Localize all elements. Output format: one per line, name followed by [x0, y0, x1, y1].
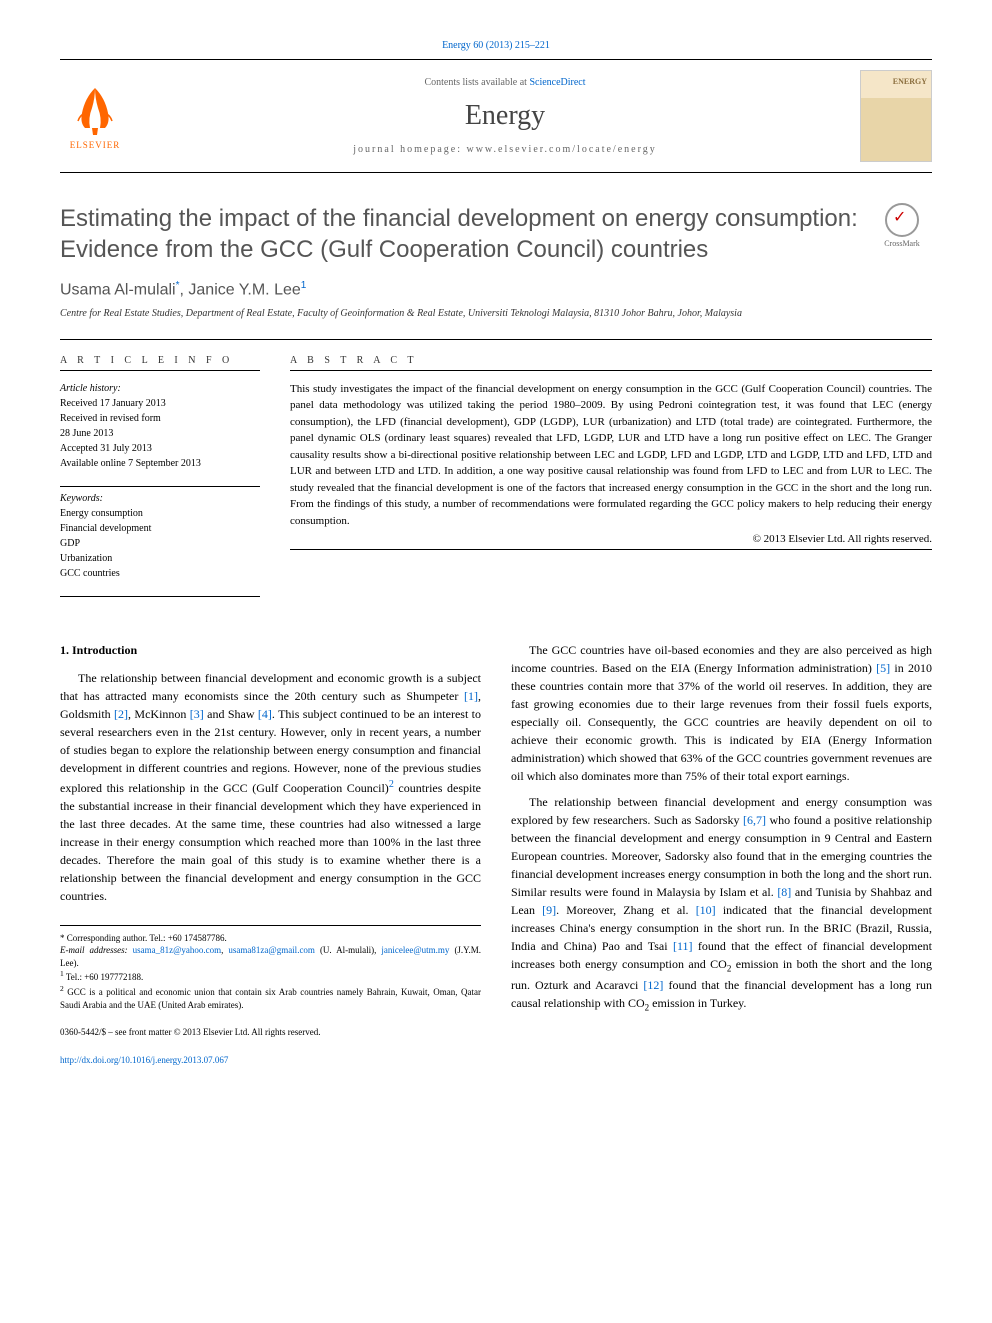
masthead: ELSEVIER Contents lists available at Sci…: [60, 59, 932, 173]
ref-3-link[interactable]: [3]: [190, 707, 204, 721]
revised-date: 28 June 2013: [60, 426, 260, 441]
footnote-2: 2 GCC is a political and economic union …: [60, 984, 481, 1011]
article-info-heading: A R T I C L E I N F O: [60, 355, 260, 371]
publisher-logo[interactable]: ELSEVIER: [60, 76, 130, 156]
ref-10-link[interactable]: [10]: [696, 903, 716, 917]
corr-mark[interactable]: *: [176, 280, 180, 291]
keyword: GCC countries: [60, 566, 260, 581]
ref-2-link[interactable]: [2]: [114, 707, 128, 721]
history-label: Article history:: [60, 381, 260, 396]
abstract-text: This study investigates the impact of th…: [290, 381, 932, 530]
email-link-2[interactable]: usama81za@gmail.com: [228, 945, 315, 955]
intro-paragraph-1: The relationship between financial devel…: [60, 669, 481, 905]
ref-11-link[interactable]: [11]: [673, 939, 693, 953]
intro-paragraph-2: The GCC countries have oil-based economi…: [511, 641, 932, 785]
journal-name: Energy: [150, 100, 860, 132]
journal-homepage: journal homepage: www.elsevier.com/locat…: [150, 144, 860, 155]
footnotes-block: * Corresponding author. Tel.: +60 174587…: [60, 925, 481, 1012]
keyword: Urbanization: [60, 551, 260, 566]
keyword: Energy consumption: [60, 506, 260, 521]
intro-paragraph-3: The relationship between financial devel…: [511, 793, 932, 1015]
author-2-mark[interactable]: 1: [301, 280, 307, 291]
abstract-column: A B S T R A C T This study investigates …: [290, 355, 932, 601]
authors-line: Usama Al-mulali*, Janice Y.M. Lee1: [60, 280, 932, 299]
crossmark-label: CrossMark: [884, 239, 920, 248]
email-link-1[interactable]: usama_81z@yahoo.com: [133, 945, 222, 955]
author-1[interactable]: Usama Al-mulali: [60, 282, 176, 299]
affiliation: Centre for Real Estate Studies, Departme…: [60, 308, 932, 319]
corr-author-footnote: * Corresponding author. Tel.: +60 174587…: [60, 932, 481, 945]
keyword: GDP: [60, 536, 260, 551]
crossmark-badge[interactable]: CrossMark: [872, 203, 932, 248]
received-date: Received 17 January 2013: [60, 396, 260, 411]
article-info-column: A R T I C L E I N F O Article history: R…: [60, 355, 260, 601]
citation-link[interactable]: Energy 60 (2013) 215–221: [442, 40, 550, 51]
online-date: Available online 7 September 2013: [60, 456, 260, 471]
publisher-name: ELSEVIER: [70, 140, 121, 150]
body-column-left: 1. Introduction The relationship between…: [60, 641, 481, 1067]
journal-cover-thumbnail[interactable]: ENERGY: [860, 70, 932, 162]
header-citation: Energy 60 (2013) 215–221: [60, 40, 932, 51]
cover-label: ENERGY: [893, 77, 927, 86]
keyword: Financial development: [60, 521, 260, 536]
keywords-label: Keywords:: [60, 491, 260, 506]
homepage-url[interactable]: www.elsevier.com/locate/energy: [466, 144, 656, 155]
accepted-date: Accepted 31 July 2013: [60, 441, 260, 456]
contents-available: Contents lists available at ScienceDirec…: [150, 77, 860, 88]
revised-label: Received in revised form: [60, 411, 260, 426]
crossmark-icon: [885, 203, 919, 237]
ref-6-7-link[interactable]: [6,7]: [743, 813, 766, 827]
elsevier-tree-icon: [70, 83, 120, 138]
ref-9-link[interactable]: [9]: [542, 903, 556, 917]
ref-8-link[interactable]: [8]: [777, 885, 791, 899]
body-column-right: The GCC countries have oil-based economi…: [511, 641, 932, 1067]
issn-line: 0360-5442/$ – see front matter © 2013 El…: [60, 1026, 481, 1039]
ref-4-link[interactable]: [4]: [258, 707, 272, 721]
abstract-copyright: © 2013 Elsevier Ltd. All rights reserved…: [290, 533, 932, 545]
section-1-heading: 1. Introduction: [60, 641, 481, 659]
author-2[interactable]: Janice Y.M. Lee: [188, 282, 300, 299]
email-link-3[interactable]: janicelee@utm.my: [381, 945, 449, 955]
article-title: Estimating the impact of the financial d…: [60, 203, 932, 265]
abstract-heading: A B S T R A C T: [290, 355, 932, 371]
ref-12-link[interactable]: [12]: [643, 978, 663, 992]
ref-5-link[interactable]: [5]: [876, 661, 890, 675]
sciencedirect-link[interactable]: ScienceDirect: [529, 77, 585, 88]
doi-link[interactable]: http://dx.doi.org/10.1016/j.energy.2013.…: [60, 1055, 228, 1065]
email-footnote: E-mail addresses: usama_81z@yahoo.com, u…: [60, 944, 481, 969]
footnote-1: 1 Tel.: +60 197772188.: [60, 969, 481, 984]
ref-1-link[interactable]: [1]: [464, 689, 478, 703]
